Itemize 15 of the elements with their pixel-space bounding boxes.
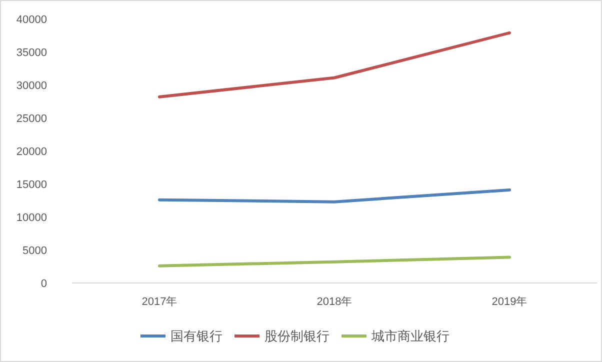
y-tick-label: 35000 [16, 47, 47, 59]
legend-label: 国有银行 [170, 328, 222, 344]
legend-label: 城市商业银行 [370, 328, 450, 344]
legend-label: 股份制银行 [264, 328, 330, 344]
y-tick-label: 20000 [16, 146, 47, 158]
x-tick-label: 2018年 [316, 296, 352, 308]
y-tick-label: 5000 [22, 245, 47, 257]
y-tick-label: 30000 [16, 80, 47, 92]
y-tick-label: 15000 [16, 179, 47, 191]
y-tick-label: 25000 [16, 113, 47, 125]
y-tick-label: 10000 [16, 212, 47, 224]
x-tick-label: 2019年 [492, 296, 528, 308]
y-tick-label: 40000 [16, 14, 47, 26]
y-tick-label: 0 [40, 278, 47, 290]
x-tick-label: 2017年 [142, 296, 178, 308]
